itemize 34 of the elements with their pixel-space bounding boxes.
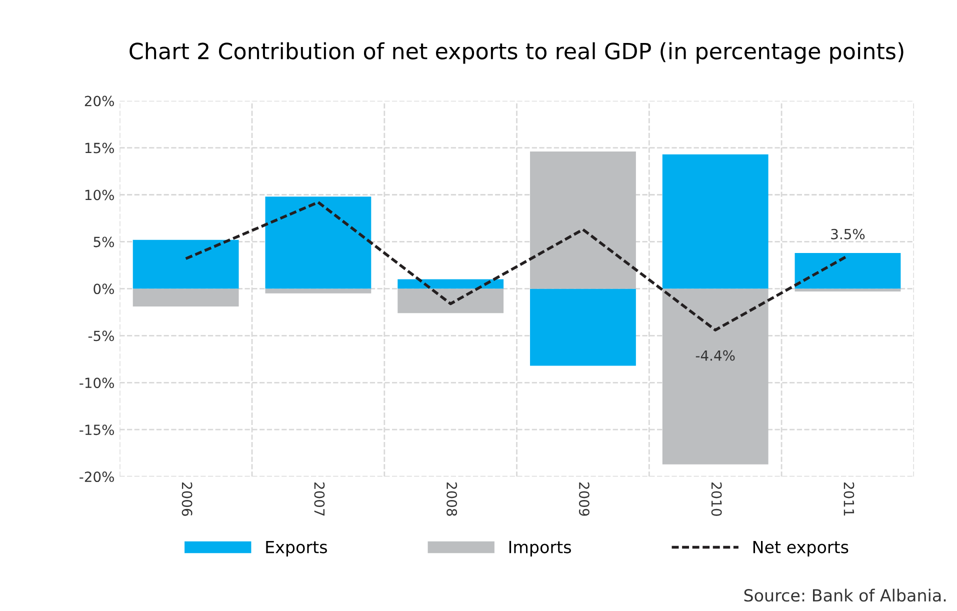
- bar: [398, 288, 504, 314]
- x-tick-label: 2007: [314, 482, 325, 516]
- y-tick-label: -5%: [88, 330, 114, 342]
- bar: [662, 288, 768, 464]
- x-tick-label: 2010: [711, 482, 722, 516]
- legend-label: Net exports: [753, 540, 848, 557]
- x-tick-label: 2008: [446, 482, 458, 516]
- y-tick-label: 15%: [85, 142, 114, 154]
- y-tick-label: -15%: [80, 424, 114, 436]
- y-tick-label: -10%: [80, 378, 114, 388]
- source-note: Source: Bank of Albania.: [744, 588, 946, 602]
- x-tick-label: 2011: [844, 482, 854, 516]
- annotation: -4.4%: [696, 350, 735, 361]
- bar: [530, 152, 636, 289]
- legend-label: Exports: [266, 540, 327, 557]
- y-tick-label: 5%: [94, 236, 114, 248]
- x-tick-label: 2006: [182, 482, 192, 516]
- y-tick-label: -20%: [80, 472, 114, 482]
- chart-title: Chart 2 Contribution of net exports to real GDP (in percentage points): [130, 42, 904, 64]
- bar: [132, 240, 239, 289]
- y-tick-label: 0%: [94, 284, 114, 294]
- bar: [530, 288, 636, 366]
- bar: [794, 253, 901, 289]
- annotation: 3.5%: [831, 228, 865, 240]
- y-tick-label: 20%: [84, 96, 114, 106]
- bar: [662, 154, 768, 289]
- bar: [794, 288, 901, 292]
- legend-label: Imports: [509, 540, 571, 557]
- bar: [398, 279, 504, 289]
- bar: [265, 288, 372, 294]
- bar: [265, 196, 372, 289]
- x-tick-label: 2009: [578, 482, 590, 516]
- y-tick-label: 10%: [85, 190, 114, 200]
- bar: [132, 288, 239, 307]
